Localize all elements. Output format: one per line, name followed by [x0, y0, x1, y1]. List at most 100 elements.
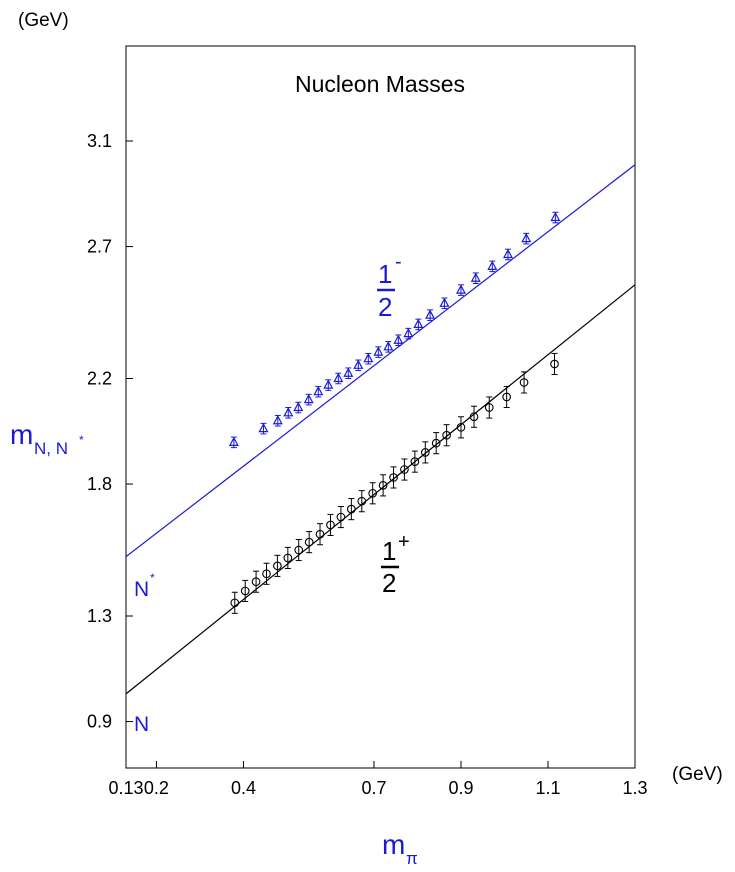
data-point: [262, 562, 271, 585]
data-point: [228, 436, 239, 449]
triangle-marker: [373, 346, 384, 356]
y-tick-label: 2.7: [87, 237, 112, 257]
end-label-n-star-main: N: [134, 578, 149, 601]
circle-marker: [420, 448, 430, 457]
data-point: [383, 341, 394, 353]
x-axis-label: m π: [382, 829, 418, 868]
plot-frame: [125, 45, 636, 769]
series-label-sign: -: [395, 251, 402, 273]
data-point: [303, 393, 314, 406]
data-point: [456, 416, 466, 439]
x-axis-label-subscript: π: [406, 849, 418, 868]
circle-marker: [240, 586, 250, 596]
data-point: [439, 297, 450, 310]
data-point: [283, 546, 293, 569]
circle-marker: [550, 359, 559, 369]
triangle-marker: [272, 414, 283, 425]
circle-marker: [502, 392, 512, 402]
data-point: [410, 450, 420, 473]
data-point: [431, 432, 441, 455]
data-point: [521, 232, 532, 245]
data-point: [258, 422, 269, 435]
data-point: [363, 352, 374, 365]
circle-marker: [283, 553, 293, 563]
data-point: [403, 327, 414, 340]
series-label-numerator: 1: [382, 536, 396, 566]
data-point: [484, 396, 494, 419]
series-label-positive-parity: 1 2 +: [381, 531, 410, 598]
circle-marker: [368, 488, 378, 498]
data-point: [304, 531, 314, 554]
data-point: [315, 523, 325, 546]
circle-marker: [262, 569, 271, 579]
triangle-marker: [439, 297, 450, 307]
data-point: [240, 579, 250, 602]
fit-line-series-0: [125, 164, 636, 558]
circle-marker: [315, 529, 325, 539]
data-point: [293, 401, 304, 414]
circle-marker: [456, 422, 466, 432]
triangle-marker: [323, 379, 334, 389]
triangle-marker: [487, 260, 498, 270]
y-tick-label: 1.8: [87, 474, 112, 494]
data-point: [469, 405, 479, 428]
data-point: [343, 367, 354, 379]
triangle-marker: [521, 232, 532, 243]
triangle-marker: [283, 407, 294, 417]
fit-lines: [125, 164, 636, 695]
triangle-marker: [550, 211, 561, 222]
data-point: [336, 505, 346, 529]
data-point: [502, 248, 513, 261]
series-label-denominator: 2: [382, 568, 396, 598]
x-tick-label: 0.7: [361, 778, 386, 798]
circle-marker: [410, 457, 420, 466]
circle-marker: [357, 496, 367, 506]
x-tick-label: 0.2: [144, 778, 169, 798]
triangle-marker: [343, 367, 354, 377]
data-markers: [228, 211, 561, 614]
data-point: [502, 385, 512, 409]
data-point: [420, 441, 430, 464]
data-point: [294, 538, 304, 562]
circle-marker: [230, 598, 240, 608]
series-label-sign: +: [398, 531, 410, 553]
y-tick-label: 1.3: [87, 606, 112, 626]
triangle-marker: [403, 327, 414, 338]
triangle-marker: [502, 248, 513, 259]
data-point: [550, 211, 561, 224]
triangle-marker: [303, 393, 314, 404]
y-tick-label: 2.2: [87, 369, 112, 389]
circle-marker: [519, 378, 529, 387]
data-point: [425, 309, 436, 321]
circle-marker: [294, 545, 304, 555]
triangle-marker: [425, 309, 436, 319]
data-point: [251, 570, 261, 593]
triangle-marker: [470, 272, 481, 282]
data-point: [347, 498, 356, 521]
x-axis-label-main: m: [382, 829, 405, 860]
triangle-marker: [258, 422, 269, 433]
data-point: [272, 414, 283, 427]
data-point: [230, 591, 240, 614]
series-label-negative-parity: 1 2 -: [377, 251, 402, 322]
y-axis-label: m N, N *: [10, 419, 84, 458]
y-axis-unit: (GeV): [18, 10, 69, 31]
x-tick-label: 0.4: [231, 778, 256, 798]
y-axis-label-superscript: *: [79, 433, 84, 447]
circle-marker: [336, 512, 346, 522]
circle-marker: [273, 561, 282, 571]
circle-marker: [469, 412, 479, 422]
data-point: [442, 424, 451, 447]
series-label-numerator: 1: [378, 259, 392, 289]
triangle-marker: [383, 341, 394, 351]
circle-marker: [484, 403, 494, 412]
circle-marker: [251, 577, 261, 587]
data-point: [313, 385, 324, 398]
circle-marker: [304, 537, 314, 547]
triangle-marker: [363, 352, 374, 363]
data-point: [470, 272, 481, 284]
y-tick-label: 3.1: [87, 131, 112, 151]
data-point: [283, 407, 294, 419]
data-point: [487, 260, 498, 273]
triangle-marker: [455, 284, 466, 294]
